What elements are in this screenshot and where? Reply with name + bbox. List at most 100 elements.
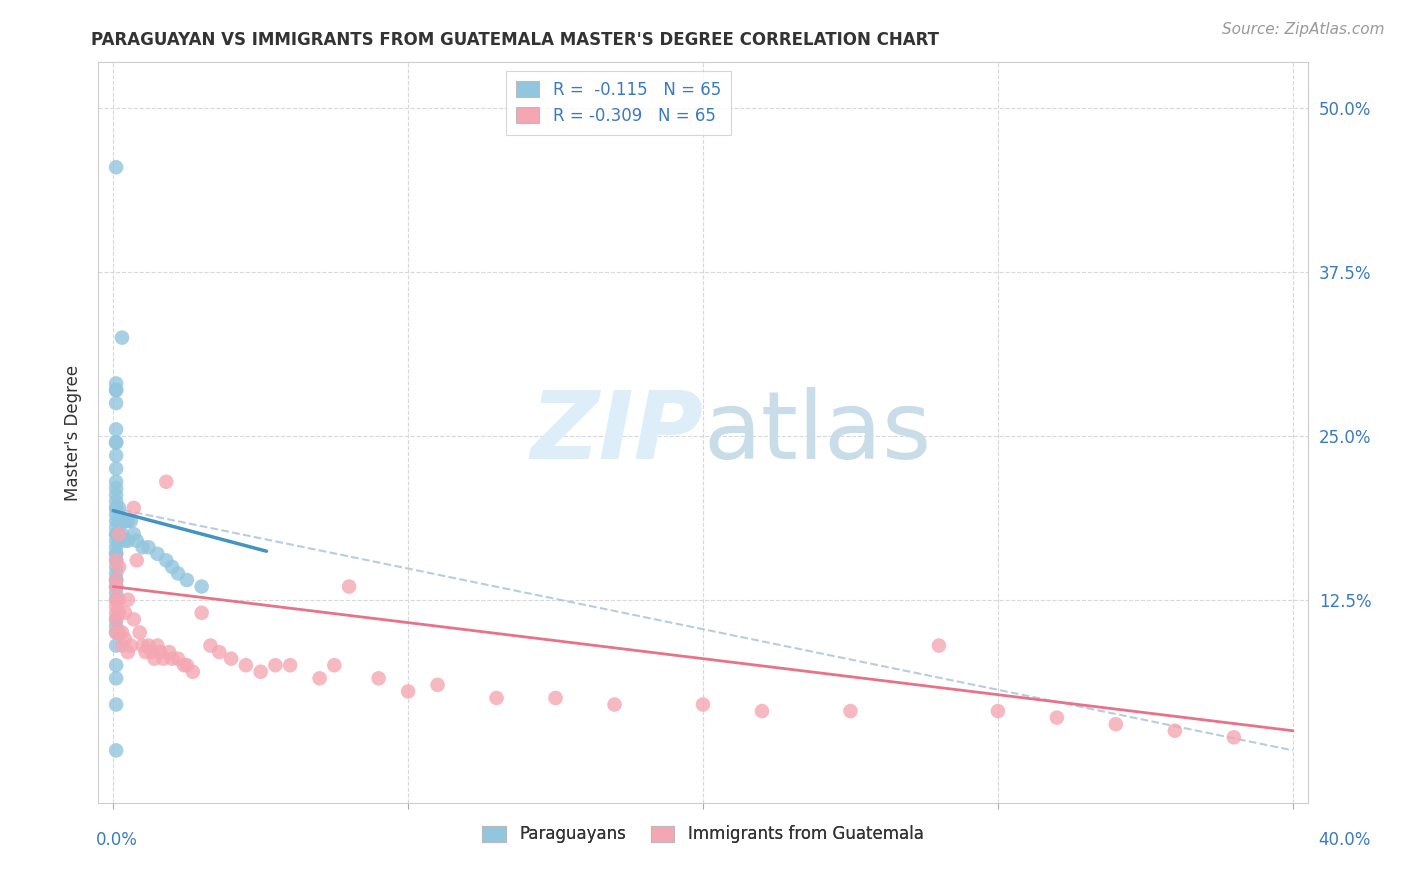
Point xyxy=(111,514,134,528)
Point xyxy=(173,658,195,673)
Point xyxy=(125,553,148,567)
Point xyxy=(751,704,773,718)
Point xyxy=(105,435,128,450)
Point xyxy=(1223,731,1246,745)
Point xyxy=(323,658,346,673)
Point xyxy=(692,698,714,712)
Point xyxy=(105,422,128,436)
Point xyxy=(105,508,128,522)
Point xyxy=(105,612,128,626)
Point xyxy=(108,533,131,548)
Point xyxy=(143,651,166,665)
Point xyxy=(120,639,142,653)
Point xyxy=(105,396,128,410)
Point xyxy=(105,592,128,607)
Point xyxy=(114,514,136,528)
Point xyxy=(105,500,128,515)
Point xyxy=(264,658,287,673)
Point xyxy=(190,580,212,594)
Point xyxy=(108,514,131,528)
Point xyxy=(105,500,128,515)
Text: ZIP: ZIP xyxy=(530,386,703,479)
Point xyxy=(105,612,128,626)
Point xyxy=(122,612,145,626)
Point xyxy=(138,541,160,555)
Point xyxy=(160,651,183,665)
Point xyxy=(131,541,153,555)
Point xyxy=(105,481,128,495)
Point xyxy=(135,645,157,659)
Point xyxy=(105,580,128,594)
Point xyxy=(117,645,139,659)
Point xyxy=(108,500,131,515)
Point xyxy=(108,606,131,620)
Point xyxy=(108,527,131,541)
Point xyxy=(152,651,174,665)
Point xyxy=(105,573,128,587)
Point xyxy=(367,671,389,685)
Point xyxy=(105,698,128,712)
Point xyxy=(105,553,128,567)
Point xyxy=(426,678,449,692)
Point xyxy=(146,639,169,653)
Point xyxy=(105,586,128,600)
Y-axis label: Master's Degree: Master's Degree xyxy=(65,365,83,500)
Text: atlas: atlas xyxy=(703,386,931,479)
Point xyxy=(105,553,128,567)
Point xyxy=(105,671,128,685)
Point xyxy=(200,639,222,653)
Point xyxy=(105,449,128,463)
Point xyxy=(105,580,128,594)
Point xyxy=(105,580,128,594)
Point xyxy=(105,658,128,673)
Point xyxy=(167,566,190,581)
Point xyxy=(105,475,128,489)
Point xyxy=(108,514,131,528)
Point xyxy=(105,383,128,397)
Point xyxy=(131,639,153,653)
Point xyxy=(544,690,567,705)
Point xyxy=(105,383,128,397)
Point xyxy=(105,435,128,450)
Point xyxy=(105,625,128,640)
Point xyxy=(987,704,1010,718)
Point xyxy=(141,645,163,659)
Point xyxy=(105,547,128,561)
Point xyxy=(155,553,177,567)
Point xyxy=(105,488,128,502)
Point xyxy=(122,527,145,541)
Point xyxy=(396,684,419,698)
Point xyxy=(117,592,139,607)
Point xyxy=(176,573,198,587)
Text: 40.0%: 40.0% xyxy=(1319,831,1371,849)
Point xyxy=(117,514,139,528)
Point xyxy=(105,599,128,614)
Point xyxy=(176,658,198,673)
Point xyxy=(111,639,134,653)
Point xyxy=(105,161,128,175)
Point xyxy=(167,651,190,665)
Point xyxy=(105,527,128,541)
Point xyxy=(105,541,128,555)
Point xyxy=(157,645,180,659)
Point xyxy=(105,743,128,757)
Point xyxy=(181,665,204,679)
Point xyxy=(105,494,128,508)
Point xyxy=(160,560,183,574)
Point xyxy=(105,521,128,535)
Point xyxy=(117,533,139,548)
Point xyxy=(190,606,212,620)
Point xyxy=(122,500,145,515)
Point xyxy=(105,619,128,633)
Point xyxy=(839,704,862,718)
Point xyxy=(1164,723,1187,738)
Point xyxy=(125,533,148,548)
Point xyxy=(485,690,508,705)
Point xyxy=(219,651,242,665)
Point xyxy=(105,461,128,475)
Point xyxy=(208,645,231,659)
Point xyxy=(105,527,128,541)
Point xyxy=(108,625,131,640)
Text: PARAGUAYAN VS IMMIGRANTS FROM GUATEMALA MASTER'S DEGREE CORRELATION CHART: PARAGUAYAN VS IMMIGRANTS FROM GUATEMALA … xyxy=(91,31,939,49)
Point xyxy=(278,658,301,673)
